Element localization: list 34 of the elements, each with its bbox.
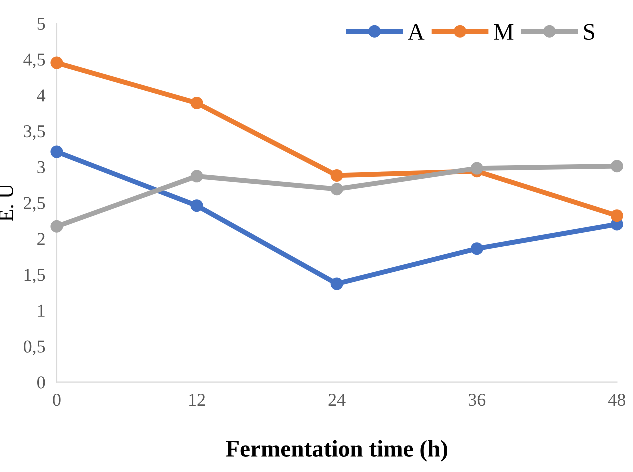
point bbox=[330, 278, 344, 290]
point bbox=[50, 220, 64, 233]
y-tick-label: 4,5 bbox=[24, 54, 46, 69]
x-tick-label: 12 bbox=[190, 394, 206, 406]
y-tick-label: 4 bbox=[37, 90, 46, 102]
x-tick-label: 36 bbox=[468, 394, 486, 406]
point bbox=[190, 170, 204, 183]
point bbox=[50, 56, 64, 70]
point bbox=[330, 183, 344, 196]
legend-label: M bbox=[494, 24, 514, 40]
y-tick-label: 3,5 bbox=[24, 126, 46, 140]
x-tick-label: 0 bbox=[53, 394, 61, 406]
y-tick-label: 5 bbox=[38, 18, 46, 30]
point bbox=[610, 160, 624, 173]
y-tick-label: 1,5 bbox=[24, 269, 46, 284]
x-axis-title: Fermentation time (h) bbox=[226, 440, 448, 462]
legend-label: A bbox=[408, 24, 425, 40]
y-tick-label: 3 bbox=[38, 161, 46, 174]
point bbox=[190, 200, 204, 212]
point bbox=[190, 96, 204, 110]
x-tick-label: 48 bbox=[608, 394, 626, 406]
point bbox=[330, 169, 344, 182]
point bbox=[610, 210, 624, 222]
x-tick-label: 24 bbox=[328, 394, 346, 406]
y-axis-title: E. U bbox=[0, 184, 14, 222]
point bbox=[50, 146, 64, 158]
y-tick-label: 1 bbox=[38, 304, 45, 317]
y-tick-label: 2,5 bbox=[24, 197, 46, 212]
y-tick-label: 0,5 bbox=[24, 340, 46, 356]
point bbox=[470, 242, 484, 256]
point bbox=[470, 162, 484, 175]
y-tick-label: 2 bbox=[38, 233, 45, 246]
legend-label: S bbox=[584, 24, 594, 40]
y-tick-label: 0 bbox=[38, 376, 46, 389]
